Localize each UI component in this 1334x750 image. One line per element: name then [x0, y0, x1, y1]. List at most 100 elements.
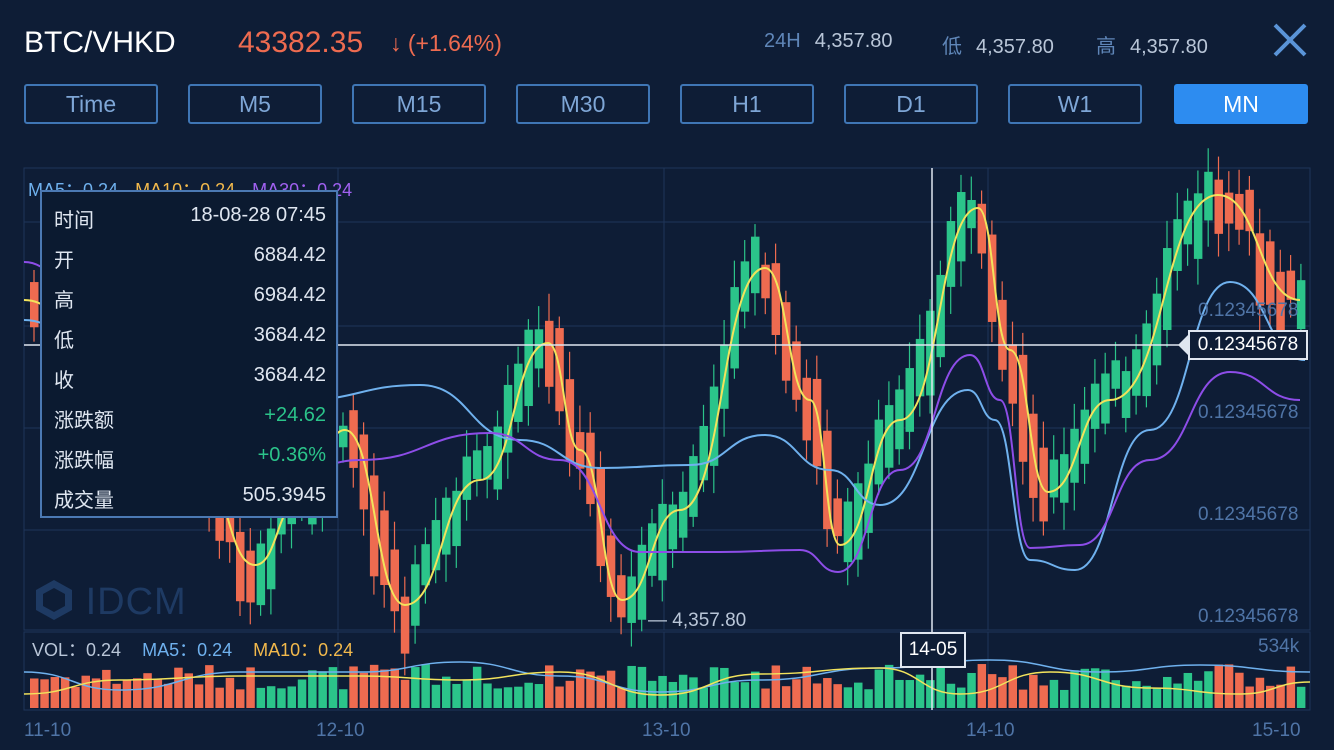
candle [1142, 323, 1151, 397]
close-icon [1273, 23, 1307, 57]
volume-bar [833, 684, 842, 708]
tab-w1[interactable]: W1 [1008, 84, 1142, 124]
candle [421, 544, 430, 586]
volume-bar [1121, 685, 1131, 708]
tooltip-row: 收 3684.42 [54, 364, 326, 392]
candle [339, 425, 348, 448]
volume-bar [462, 679, 472, 708]
volume-bar [380, 669, 389, 708]
volume-bar [318, 671, 327, 708]
volume-bar [998, 677, 1007, 708]
candle-tooltip: 时间 18-08-28 07:45 开 6884.42 高 6984.42 低 3684… [40, 190, 338, 518]
stat-value: 4,357.80 [814, 30, 893, 52]
volume-bar [751, 671, 760, 708]
tooltip-value: 6884.42 [253, 244, 326, 266]
tooltip-value: 505.3945 [242, 484, 326, 506]
volume-bar [71, 686, 80, 708]
candle [1255, 233, 1265, 306]
tooltip-value: 6984.42 [253, 284, 326, 306]
volume-bar [1018, 689, 1028, 708]
idcm-logo: IDCM [34, 578, 187, 624]
chart-frame [23, 167, 1311, 631]
candle [359, 434, 369, 510]
y-axis-label: 0.12345678 [1198, 504, 1299, 525]
tab-h1[interactable]: H1 [680, 84, 814, 124]
stat-high: 高 4,357.80 [1096, 30, 1208, 59]
x-axis-label: 12-10 [316, 720, 365, 741]
volume-bar [1204, 671, 1213, 708]
volume-bar [174, 667, 183, 708]
tab-d1[interactable]: D1 [844, 84, 978, 124]
volume-bar [133, 678, 142, 708]
tooltip-row: 开 6884.42 [54, 244, 326, 272]
tooltip-key: 低 [54, 330, 74, 352]
vol-legend: VOL：0.24 [32, 640, 122, 660]
volume-bar [339, 689, 348, 708]
volume-bar [1029, 674, 1038, 708]
tooltip-value: +0.36% [257, 444, 326, 466]
volume-bar [297, 679, 307, 708]
volume-bar [1245, 686, 1254, 708]
volume-bar [205, 665, 214, 708]
volume-bar [359, 672, 369, 708]
candle [668, 504, 678, 550]
last-price: 43382.35 [238, 26, 364, 59]
candle [1193, 193, 1203, 259]
volume-max-label: 534k [1258, 636, 1300, 657]
candle [751, 236, 760, 294]
tab-m5[interactable]: M5 [188, 84, 322, 124]
close-button[interactable] [1270, 20, 1310, 60]
x-axis-label: 14-10 [966, 720, 1015, 741]
volume-bar [442, 676, 451, 708]
volume-bar [349, 666, 358, 708]
volume-bar [50, 677, 60, 708]
interval-tabs: Time M5 M15 M30 H1 D1 W1 MN [24, 84, 1310, 126]
volume-bars [30, 664, 1306, 708]
candle [1111, 360, 1120, 389]
candle [349, 410, 358, 468]
volume-bar [936, 664, 945, 708]
candle [1018, 354, 1028, 462]
volume-bar [967, 672, 976, 708]
volume-bar [112, 683, 121, 708]
candle [266, 528, 276, 590]
candle [1039, 447, 1048, 522]
volume-bar [390, 668, 399, 708]
crosshair-time-label: 14-05 [900, 632, 966, 668]
volume-bar [905, 680, 914, 708]
tab-m30[interactable]: M30 [516, 84, 650, 124]
candle [1214, 179, 1223, 234]
volume-bar [1173, 683, 1182, 708]
candle [915, 338, 925, 397]
stat-label: 24H [764, 30, 801, 52]
candle [1235, 193, 1244, 230]
tooltip-key: 涨跌幅 [54, 450, 114, 472]
volume-bar [452, 683, 461, 708]
candle [472, 450, 482, 479]
crosshair-price-label: 0.12345678 [1188, 330, 1308, 360]
candle [781, 302, 791, 381]
candle [503, 384, 513, 453]
volume-bar [91, 678, 101, 708]
candle [957, 192, 966, 262]
stat-24h: 24H 4,357.80 [764, 30, 893, 53]
volume-bar [957, 687, 966, 708]
candle [884, 405, 894, 468]
candle [256, 543, 266, 606]
volume-bar [575, 669, 585, 708]
tab-time[interactable]: Time [24, 84, 158, 124]
logo-icon [36, 580, 72, 620]
candle [1245, 189, 1254, 232]
candle [864, 463, 873, 533]
stat-value: 4,357.80 [1130, 36, 1208, 58]
tab-mn[interactable]: MN [1174, 84, 1308, 124]
candle [709, 386, 719, 466]
volume-bar [761, 688, 770, 708]
tab-m15[interactable]: M15 [352, 84, 486, 124]
candle [1276, 271, 1285, 336]
candle [1121, 371, 1131, 418]
volume-bar [699, 687, 708, 708]
volume-bar [1235, 672, 1244, 708]
header-bar: BTC/VHKD 43382.35 ↓ (+1.64%) 24H 4,357.80… [0, 0, 1334, 80]
